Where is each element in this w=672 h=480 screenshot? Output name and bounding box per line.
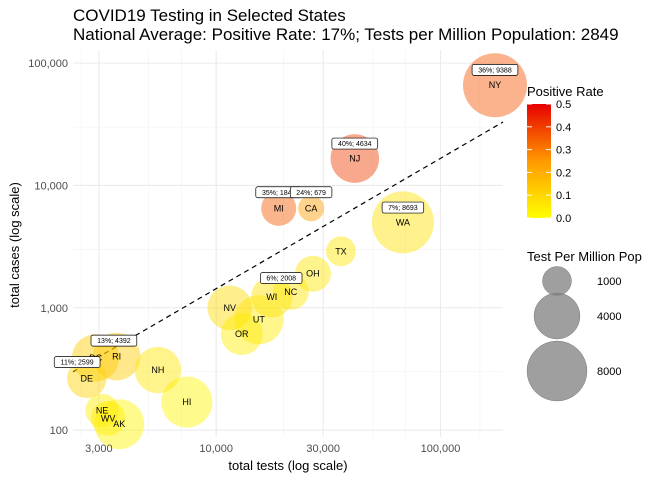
annotation-text: 7%; 8693 <box>388 205 418 212</box>
x-tick-label: 10,000 <box>199 443 233 455</box>
chart-subtitle: National Average: Positive Rate: 17%; Te… <box>73 25 619 44</box>
point-ca <box>298 195 325 222</box>
x-tick-label: 30,000 <box>306 443 340 455</box>
state-label-de: DE <box>81 373 94 383</box>
annotation-box <box>289 186 333 199</box>
annotation-text: 35%; 1841 <box>262 190 296 197</box>
point-wi <box>251 276 293 318</box>
x-axis-title: total tests (log scale) <box>228 458 347 473</box>
color-legend-bar <box>527 104 551 218</box>
annotation-text: 6%; 2008 <box>266 276 296 283</box>
state-label-nc: NC <box>284 287 297 297</box>
color-legend-label: 0.1 <box>556 190 571 202</box>
state-label-ny: NY <box>489 80 502 90</box>
state-label-oh: OH <box>306 269 320 279</box>
color-legend-label: 0.4 <box>556 122 571 134</box>
annotation-box <box>90 334 138 347</box>
annotation-text: 24%; 679 <box>296 190 326 197</box>
point-nv <box>207 285 253 331</box>
state-label-ut: UT <box>253 315 265 325</box>
size-legend-label: 8000 <box>597 366 621 378</box>
state-label-ak: AK <box>113 419 125 429</box>
state-label-nj: NJ <box>349 154 360 164</box>
x-tick-label: 100,000 <box>421 443 461 455</box>
y-tick-label: 10,000 <box>34 180 68 192</box>
y-tick-label: 100 <box>50 425 68 437</box>
point-oh <box>294 255 331 292</box>
annotation-text: 13%; 4392 <box>97 338 131 345</box>
state-label-wa: WA <box>396 217 410 227</box>
x-tick-label: 3,000 <box>85 443 113 455</box>
axes: 3,000 10,000 30,000 100,000 100 1,000 10,000 10… <box>28 58 460 455</box>
state-label-wi: WI <box>266 292 277 302</box>
point-mi <box>261 190 297 226</box>
point-nh <box>134 346 182 394</box>
annotation-box <box>381 201 425 214</box>
annotation-text: 40%; 4634 <box>338 141 372 148</box>
state-label-tx: TX <box>335 246 347 256</box>
reference-line-layer <box>72 121 504 373</box>
point-ut <box>234 295 284 345</box>
state-label-ca: CA <box>305 203 318 213</box>
data-points <box>67 53 527 450</box>
y-axis-title: total cases (log scale) <box>7 182 22 308</box>
point-or <box>220 313 263 356</box>
size-legend-circle <box>542 266 572 296</box>
state-label-ri: RI <box>112 352 121 362</box>
annotation-box <box>331 137 379 150</box>
size-legend-title: Test Per Million Pop <box>527 249 642 264</box>
point-wv <box>90 400 126 436</box>
size-legend-label: 1000 <box>597 276 621 288</box>
annotation-text: 36%; 9388 <box>478 67 512 74</box>
color-legend-title: Positive Rate <box>527 84 604 99</box>
size-legend: 1000 4000 8000 <box>526 266 621 402</box>
state-label-nv: NV <box>224 303 237 313</box>
color-legend-label: 0.3 <box>556 145 571 157</box>
state-label-ne: NE <box>96 405 109 415</box>
annotation-text: 11%; 2599 <box>61 360 94 367</box>
color-legend-label: 0.5 <box>556 99 571 111</box>
grid <box>73 50 503 437</box>
point-ne <box>85 393 119 428</box>
point-ak <box>94 399 145 450</box>
state-label-mi: MI <box>274 203 284 213</box>
y-tick-label: 1,000 <box>40 303 68 315</box>
state-label-hi: HI <box>182 397 191 407</box>
size-legend-label: 4000 <box>597 311 621 323</box>
annotation-box <box>53 356 101 368</box>
color-legend-label: 0.2 <box>556 167 571 179</box>
reference-line <box>72 121 504 373</box>
color-legend: 0.0 0.1 0.2 0.3 0.4 0.5 <box>527 99 571 225</box>
color-legend-label: 0.0 <box>556 213 571 225</box>
chart-title: COVID19 Testing in Selected States <box>73 6 346 25</box>
state-label-nh: NH <box>151 365 164 375</box>
annotations: 36%; 9388 40%; 4634 35%; 1841 24%; 679 7%; 8… <box>53 64 519 368</box>
y-tick-label: 100,000 <box>28 58 68 70</box>
annotation-box <box>471 64 519 76</box>
point-hi <box>161 376 213 428</box>
state-label-wv: WV <box>101 413 116 423</box>
point-tx <box>326 236 356 267</box>
point-de <box>67 358 107 399</box>
state-label-or: OR <box>235 329 249 339</box>
size-legend-circle <box>533 292 581 340</box>
size-legend-circle <box>526 340 588 402</box>
annotation-box <box>260 272 303 284</box>
